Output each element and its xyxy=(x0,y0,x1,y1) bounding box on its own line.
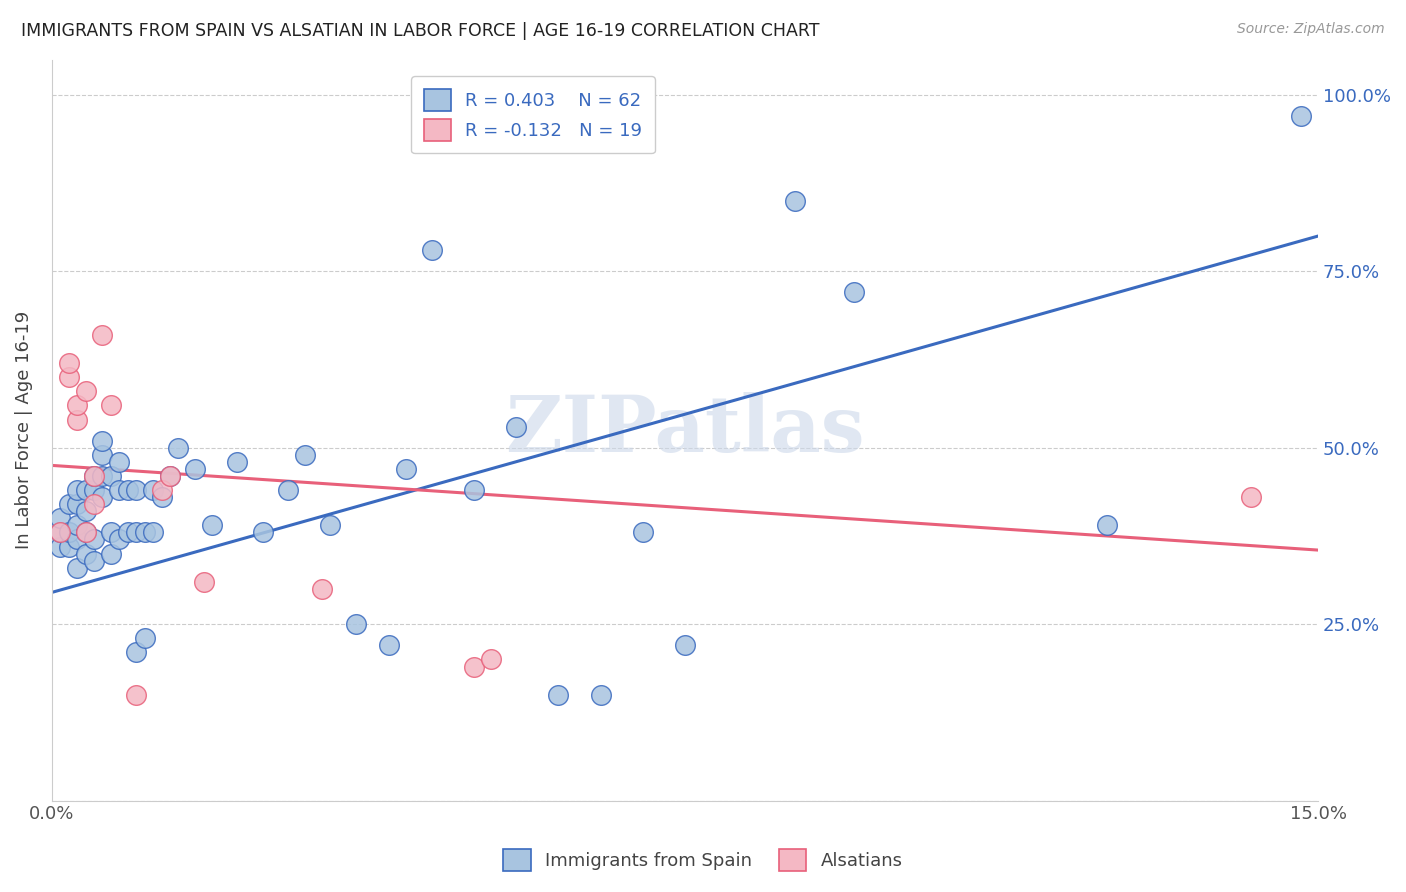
Point xyxy=(75,525,97,540)
Point xyxy=(83,469,105,483)
Point xyxy=(783,194,806,208)
Point xyxy=(83,533,105,547)
Point xyxy=(1095,518,1118,533)
Point xyxy=(66,518,89,533)
Point xyxy=(75,384,97,399)
Point xyxy=(100,547,122,561)
Point xyxy=(108,533,131,547)
Point xyxy=(167,441,190,455)
Point xyxy=(75,525,97,540)
Point xyxy=(75,483,97,497)
Point xyxy=(252,525,274,540)
Point xyxy=(547,688,569,702)
Y-axis label: In Labor Force | Age 16-19: In Labor Force | Age 16-19 xyxy=(15,311,32,549)
Point xyxy=(100,469,122,483)
Point xyxy=(193,574,215,589)
Point xyxy=(125,688,148,702)
Point xyxy=(142,483,165,497)
Point xyxy=(344,617,367,632)
Legend: Immigrants from Spain, Alsatians: Immigrants from Spain, Alsatians xyxy=(496,842,910,879)
Point xyxy=(184,462,207,476)
Point xyxy=(395,462,418,476)
Point xyxy=(66,533,89,547)
Point xyxy=(378,638,401,652)
Point xyxy=(463,483,485,497)
Point xyxy=(294,448,316,462)
Point xyxy=(66,412,89,426)
Point xyxy=(100,525,122,540)
Point xyxy=(75,504,97,518)
Point xyxy=(108,455,131,469)
Point xyxy=(91,327,114,342)
Point xyxy=(108,483,131,497)
Point xyxy=(117,525,139,540)
Point xyxy=(125,645,148,659)
Point xyxy=(49,540,72,554)
Point xyxy=(159,469,181,483)
Point xyxy=(463,659,485,673)
Point xyxy=(83,483,105,497)
Point xyxy=(150,490,173,504)
Point xyxy=(58,540,80,554)
Point xyxy=(134,525,156,540)
Point xyxy=(150,483,173,497)
Point xyxy=(66,483,89,497)
Point xyxy=(66,497,89,511)
Point xyxy=(1291,109,1313,123)
Legend: R = 0.403    N = 62, R = -0.132   N = 19: R = 0.403 N = 62, R = -0.132 N = 19 xyxy=(411,76,655,153)
Point xyxy=(479,652,502,666)
Point xyxy=(58,497,80,511)
Point xyxy=(83,497,105,511)
Point xyxy=(319,518,342,533)
Point xyxy=(91,448,114,462)
Point xyxy=(117,483,139,497)
Point xyxy=(58,370,80,384)
Point xyxy=(66,560,89,574)
Point xyxy=(58,525,80,540)
Point xyxy=(100,398,122,412)
Text: Source: ZipAtlas.com: Source: ZipAtlas.com xyxy=(1237,22,1385,37)
Point xyxy=(142,525,165,540)
Point xyxy=(842,285,865,300)
Point xyxy=(91,490,114,504)
Point xyxy=(75,547,97,561)
Point xyxy=(589,688,612,702)
Point xyxy=(505,419,527,434)
Point xyxy=(125,483,148,497)
Point xyxy=(58,356,80,370)
Text: IMMIGRANTS FROM SPAIN VS ALSATIAN IN LABOR FORCE | AGE 16-19 CORRELATION CHART: IMMIGRANTS FROM SPAIN VS ALSATIAN IN LAB… xyxy=(21,22,820,40)
Point xyxy=(159,469,181,483)
Point xyxy=(673,638,696,652)
Point xyxy=(125,525,148,540)
Point xyxy=(91,434,114,448)
Point xyxy=(49,511,72,525)
Point xyxy=(420,243,443,257)
Point xyxy=(66,398,89,412)
Point xyxy=(311,582,333,596)
Point xyxy=(226,455,249,469)
Point xyxy=(134,632,156,646)
Point xyxy=(201,518,224,533)
Point xyxy=(631,525,654,540)
Point xyxy=(49,525,72,540)
Point xyxy=(91,469,114,483)
Point xyxy=(83,469,105,483)
Point xyxy=(277,483,299,497)
Point xyxy=(83,554,105,568)
Point xyxy=(49,525,72,540)
Text: ZIPatlas: ZIPatlas xyxy=(505,392,865,468)
Point xyxy=(1239,490,1261,504)
